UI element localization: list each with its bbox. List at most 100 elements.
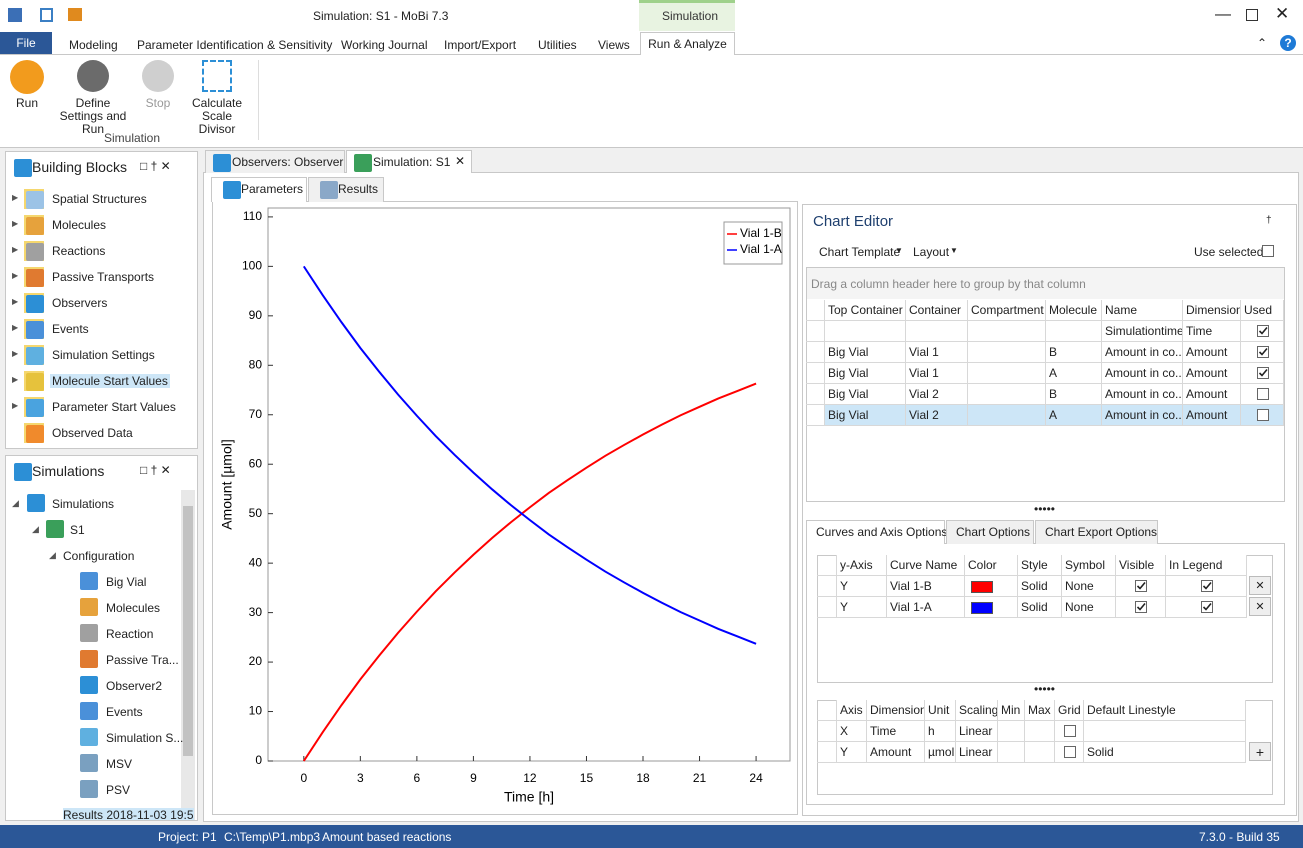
grid-cell[interactable]: A [1046,363,1102,384]
tree-item[interactable]: Parameter Start Values [52,400,176,414]
tree-item[interactable]: Events [106,705,143,719]
tree-item[interactable]: MSV [106,757,133,771]
grid-cell[interactable]: Amount in co... [1102,405,1183,426]
checkbox[interactable] [1262,245,1274,257]
column-header[interactable]: Compartment [968,300,1046,321]
ribbon-tab[interactable]: Modeling [69,38,118,52]
column-header[interactable]: Top Container [825,300,906,321]
grid-cell[interactable]: Solid [1018,576,1062,597]
grid-cell[interactable] [1025,742,1055,763]
tree-item[interactable]: Passive Transports [52,270,155,284]
grid-cell[interactable] [968,405,1046,426]
grid-cell[interactable]: None [1062,576,1116,597]
expand-arrow[interactable]: ◢ [32,524,39,534]
grid-cell[interactable]: Amount [1183,342,1241,363]
grid-cell[interactable]: Vial 2 [906,384,968,405]
menu[interactable]: Layout [913,245,950,259]
grid-cell[interactable]: Y [837,742,867,763]
grid-cell[interactable]: Amount [1183,405,1241,426]
checkbox[interactable] [1200,580,1213,592]
tree-item[interactable]: Molecules [52,218,107,232]
grid-cell[interactable]: Big Vial [825,363,906,384]
grid-cell[interactable]: Solid [1084,742,1246,763]
expand-arrow[interactable]: ▶ [12,245,19,254]
grid-cell[interactable] [906,321,968,342]
menu-arrow[interactable]: ▼ [950,246,958,255]
column-header[interactable]: Symbol [1062,555,1116,576]
help[interactable]: ? [1280,35,1296,51]
expand-arrow[interactable]: ▶ [12,375,19,384]
close[interactable]: ✕ [1275,4,1290,23]
tree-item[interactable]: Molecule Start Values [50,374,170,388]
delete-curve[interactable]: ✕ [1249,597,1271,616]
expand-arrow[interactable]: ▶ [12,219,19,228]
option-tab-bg[interactable] [1035,520,1158,544]
tree-item[interactable]: Simulation Settings [52,348,155,362]
column-header[interactable]: Dimension [1183,300,1241,321]
tree-item[interactable]: S1 [70,523,85,537]
tree-item[interactable]: Molecules [106,601,161,615]
grid-cell[interactable]: Vial 2 [906,405,968,426]
minimize[interactable]: — [1215,6,1231,23]
grid-cell[interactable]: Y [837,597,887,618]
column-header[interactable]: Axis [837,700,867,721]
grid-cell[interactable]: B [1046,342,1102,363]
grid-cell[interactable] [825,321,906,342]
checkbox[interactable] [1256,388,1269,400]
option-tab-bg[interactable] [806,520,945,544]
sub-tab[interactable]: Results [338,182,379,196]
grid-cell[interactable]: Linear [956,742,998,763]
save-icon[interactable] [68,8,82,21]
grid-cell[interactable] [1046,321,1102,342]
grid-cell[interactable]: Time [1183,321,1241,342]
grid-cell[interactable] [998,721,1025,742]
expand-arrow[interactable]: ▶ [12,271,19,280]
grid-cell[interactable]: Amount in co... [1102,342,1183,363]
ribbon-button-label[interactable]: Run [15,96,38,110]
checkbox[interactable] [1063,725,1076,737]
grid-cell[interactable] [1025,721,1055,742]
grid-cell[interactable] [968,384,1046,405]
ribbon-button-label[interactable]: Define Settings and Run [59,96,127,136]
checkbox[interactable] [1135,580,1147,592]
column-header[interactable]: Name [1102,300,1183,321]
option-tab[interactable]: Chart Export Options [1045,525,1158,539]
scrollbar[interactable] [181,490,195,820]
ribbon-tab[interactable]: Parameter Identification & Sensitivity [137,38,333,52]
tree-item[interactable]: Observed Data [52,426,133,440]
grid-cell[interactable]: X [837,721,867,742]
tree-item[interactable]: Simulation S... [106,731,184,745]
sub-tab[interactable]: Parameters [241,182,304,196]
column-header[interactable]: In Legend [1166,555,1247,576]
grid-cell[interactable] [968,321,1046,342]
tree-item[interactable]: Big Vial [106,575,147,589]
splitter[interactable]: ••••• [1034,502,1056,516]
column-header[interactable]: Container [906,300,968,321]
ribbon-tab[interactable]: Working Journal [341,38,428,52]
column-header[interactable]: Style [1018,555,1062,576]
grid-cell[interactable]: A [1046,405,1102,426]
panel-buttons[interactable]: □ † ✕ [140,463,171,477]
ribbon-tab[interactable]: Run & Analyze [640,32,735,55]
checkbox[interactable] [1135,601,1147,613]
grid-cell[interactable]: Vial 1-A [887,597,965,618]
menu-arrow[interactable]: ▼ [895,246,903,255]
option-tab-bg[interactable] [946,520,1034,544]
expand-arrow[interactable]: ▶ [12,193,19,202]
grid-cell[interactable]: Big Vial [825,405,906,426]
grid-cell[interactable]: None [1062,597,1116,618]
grid-cell[interactable]: Amount [1183,363,1241,384]
grid-cell[interactable]: Vial 1-B [887,576,965,597]
grid-cell[interactable]: Amount in co... [1102,384,1183,405]
grid-cell[interactable]: Big Vial [825,384,906,405]
grid-cell[interactable]: Vial 1 [906,342,968,363]
delete-curve[interactable]: ✕ [1249,576,1271,595]
column-header[interactable]: Min [998,700,1025,721]
run-icon[interactable] [10,60,44,94]
grid-cell[interactable]: µmol [925,742,956,763]
grid-cell[interactable]: Simulationtime [1102,321,1183,342]
color-swatch[interactable] [971,581,993,593]
tree-item[interactable]: Simulations [52,497,115,511]
tree-item[interactable]: PSV [106,783,131,797]
menu[interactable]: Chart Template [819,245,901,259]
